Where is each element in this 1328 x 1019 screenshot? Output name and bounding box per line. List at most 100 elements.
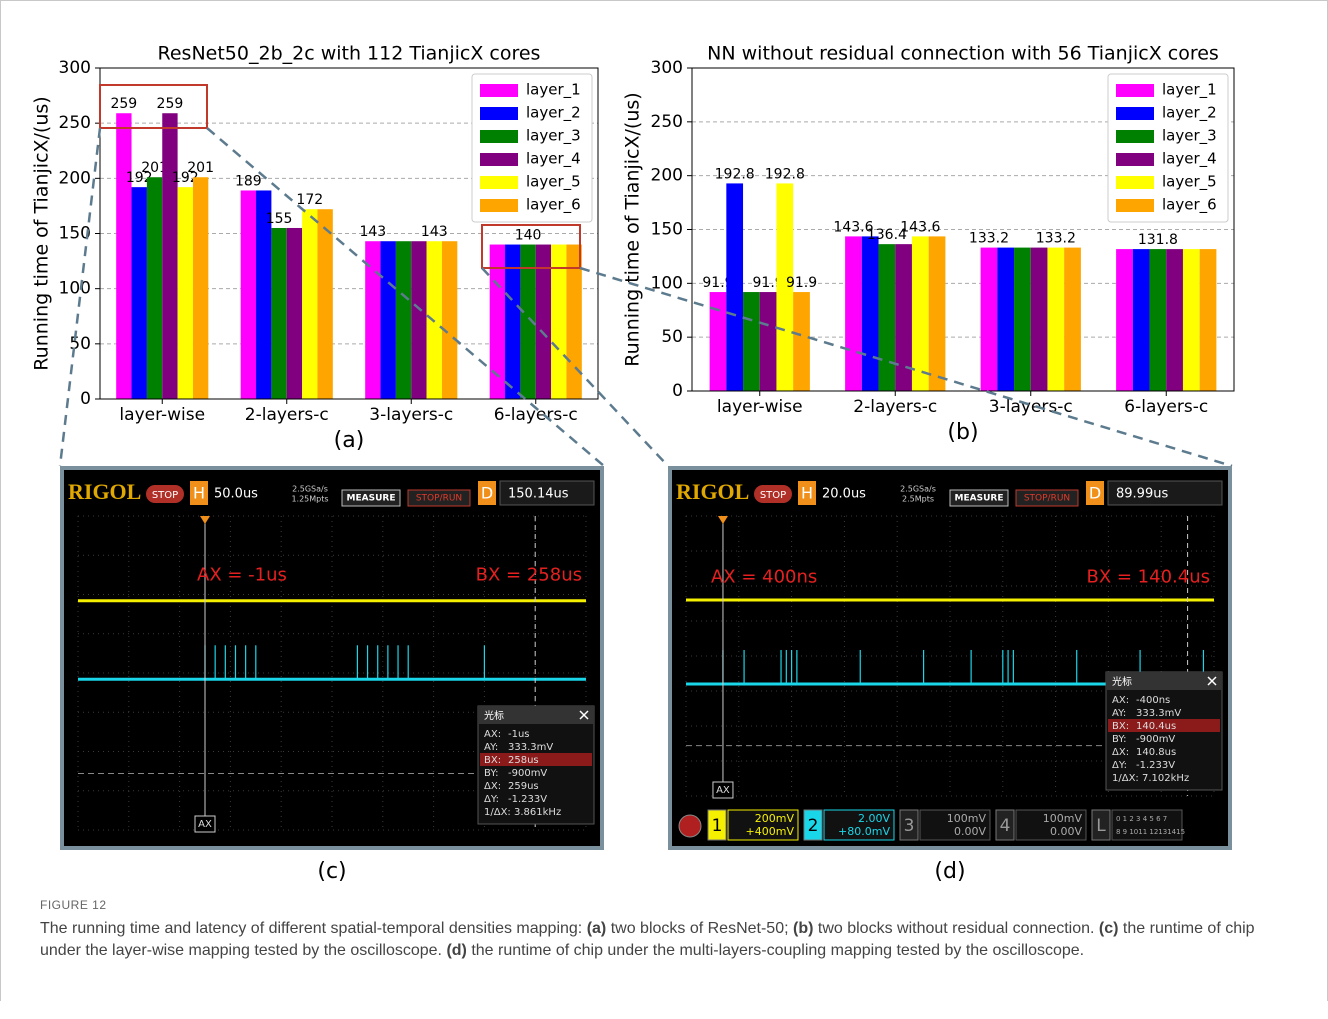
cursor-row-label: AX:: [484, 729, 501, 740]
cursor-row-value: -1.233V: [508, 794, 547, 805]
cursor-row-value: 333.3mV: [508, 742, 553, 753]
highlight-box: [481, 224, 581, 269]
value-label: 192.8: [765, 166, 805, 182]
value-label: 259: [110, 96, 137, 112]
h-badge: [798, 481, 816, 505]
caption-part: (a): [586, 920, 607, 937]
chart-title: ResNet50_2b_2c with 112 TianjicX cores: [158, 43, 541, 65]
channel-offset: 0.00V: [954, 825, 986, 838]
measure-label: MEASURE: [347, 494, 396, 504]
y-tick-label: 250: [651, 112, 683, 132]
sample-rate: 2.5GSa/s: [900, 485, 936, 494]
cursor-row-label: AX:: [1112, 695, 1129, 706]
bar: [317, 209, 333, 399]
legend-swatch: [1116, 199, 1154, 212]
bar: [520, 244, 536, 399]
trigger-marker: [200, 516, 210, 524]
cursor-row-label: BY:: [484, 768, 498, 779]
channel-number: 4: [1000, 816, 1011, 836]
bar: [1149, 249, 1167, 391]
channel-badge: [707, 809, 727, 841]
channel-scale: 200mV: [755, 812, 795, 825]
cursor-b-readout: BX = 258us: [476, 565, 582, 586]
legend-label: layer_1: [1162, 81, 1217, 100]
bar: [441, 241, 458, 399]
d-badge: [478, 481, 496, 505]
connector: [58, 127, 102, 467]
bar: [1116, 249, 1133, 391]
bar: [551, 244, 567, 399]
x-tick-label: 2-layers-c: [853, 397, 937, 417]
channel-number: L: [1096, 816, 1106, 836]
legend-swatch: [1116, 176, 1154, 189]
legend-swatch: [480, 84, 518, 97]
sample-rate: 2.5GSa/s: [292, 485, 328, 494]
bar: [192, 177, 209, 399]
value-label: 192: [126, 170, 153, 186]
x-tick-label: 6-layers-c: [1124, 397, 1208, 417]
memory-depth: 2.5Mpts: [902, 495, 934, 504]
cursor-row-label: ΔY:: [484, 794, 499, 805]
cursor-row-label: BX:: [1112, 721, 1129, 732]
trigger-marker: [717, 516, 728, 524]
bar: [286, 227, 303, 399]
x-tick-label: layer-wise: [119, 405, 205, 425]
cursor-row-label: BY:: [1112, 734, 1126, 745]
channel-box: [1111, 809, 1183, 841]
y-tick-label: 0: [672, 381, 683, 401]
cursor-row-value: -1us: [508, 729, 530, 740]
caption-part: (b): [793, 920, 814, 937]
cursor-row-value: -900mV: [1136, 734, 1175, 745]
bar: [146, 177, 163, 399]
caption-part: the runtime of chip under the layer-wise…: [40, 920, 1255, 959]
legend-label: layer_3: [1162, 127, 1217, 146]
bar: [380, 241, 396, 399]
y-axis-label: Running time of TianjicX/(us): [622, 92, 644, 366]
bar: [240, 190, 257, 399]
bar: [505, 244, 521, 399]
channel-badge: [995, 809, 1015, 841]
cursor-row-label: 1/ΔX:: [1112, 773, 1139, 784]
cursor-row-value: 140.4us: [1136, 721, 1176, 732]
y-tick-label: 200: [59, 168, 91, 188]
close-icon: [579, 710, 589, 720]
value-label: 201: [187, 160, 214, 176]
channel-offset: 0.00V: [1050, 825, 1082, 838]
measure-button: [949, 489, 1009, 507]
y-tick-label: 250: [59, 113, 91, 133]
cursor-panel-header: [1106, 672, 1222, 690]
bar: [928, 236, 946, 391]
legend-label: layer_4: [1162, 150, 1217, 169]
d-badge: [1086, 481, 1104, 505]
cursor-a-tag-label: AX: [198, 819, 212, 830]
x-tick-label: layer-wise: [717, 397, 803, 417]
value-label: 140: [515, 228, 542, 244]
y-tick-label: 200: [651, 166, 683, 186]
bar: [489, 244, 506, 399]
cursor-row-highlight: [480, 753, 592, 766]
measure-label: MEASURE: [955, 494, 1004, 504]
bar: [535, 244, 552, 399]
channel-offset: 8 9 1011 12131415: [1116, 828, 1185, 836]
cursor-row-highlight: [1108, 719, 1220, 732]
d-label: D: [481, 484, 493, 503]
x-tick-label: 2-layers-c: [245, 405, 329, 425]
cursor-row-label: 1/ΔX:: [484, 807, 511, 818]
value-label: 143: [359, 224, 386, 240]
value-label: 143: [421, 224, 448, 240]
scope-brand: RIGOL: [68, 479, 141, 504]
cursor-row-value: 3.861kHz: [514, 807, 561, 818]
value-label: 192: [172, 170, 199, 186]
channel-badge: [803, 809, 823, 841]
legend-label: layer_2: [526, 104, 581, 123]
close-icon: [1207, 676, 1217, 686]
menu-button: [678, 814, 702, 838]
legend-swatch: [1116, 130, 1154, 143]
cursor-panel-title: 光标: [484, 709, 504, 722]
caption-part: (c): [1098, 920, 1119, 937]
value-label: 143.6: [833, 219, 873, 235]
legend-swatch: [1116, 107, 1154, 120]
figure-label: FIGURE 12: [40, 898, 107, 912]
bar: [177, 187, 193, 399]
channel-number: 3: [904, 816, 915, 836]
